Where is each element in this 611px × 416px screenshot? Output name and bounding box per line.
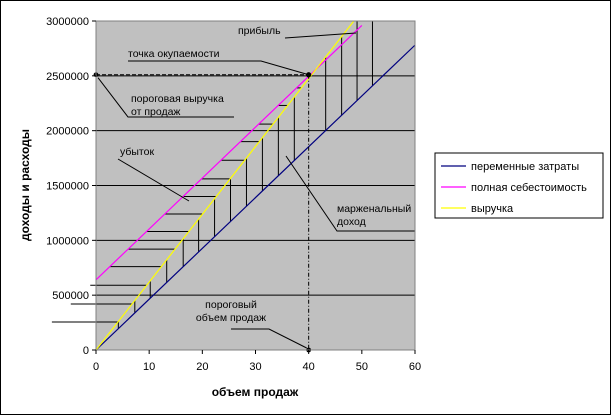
leader-threshold-volume xyxy=(231,328,307,349)
annotation-threshold-volume-line: объем продаж xyxy=(196,312,266,324)
annotation-threshold-revenue-line: пороговая выручка xyxy=(131,93,224,105)
x-tick-label: 30 xyxy=(249,361,261,373)
annotation-threshold-volume: пороговый объем продаж xyxy=(196,299,266,324)
x-tick-label: 40 xyxy=(303,361,315,373)
annotations: прибыль точка окупаемости пороговая выручк… xyxy=(97,25,415,349)
leader-threshold-revenue xyxy=(97,77,234,118)
x-axis-title: объем продаж xyxy=(212,385,299,399)
annotation-profit: прибыль xyxy=(238,25,281,37)
annotation-margin-income-line: доход xyxy=(337,216,366,228)
annotation-profit-line: прибыль xyxy=(238,25,281,37)
x-tick-label: 20 xyxy=(196,361,208,373)
annotation-threshold-revenue-line: от продаж xyxy=(131,106,180,118)
x-tick-label: 50 xyxy=(356,361,368,373)
y-tick-label: 1000000 xyxy=(46,235,89,247)
tick-labels: 0 10 20 30 40 50 60 0 500000 1000000 1500000 200000… xyxy=(46,16,421,373)
y-tick-label: 2000000 xyxy=(46,126,89,138)
x-tick-label: 0 xyxy=(93,361,99,373)
hatching xyxy=(51,21,373,329)
variable-costs-line xyxy=(95,44,416,351)
y-axis-title: доходы и расходы xyxy=(18,129,32,241)
y-tick-label: 0 xyxy=(83,345,89,357)
leader-loss xyxy=(117,158,190,202)
leader-profit xyxy=(284,32,357,39)
annotation-margin-income: марженальный доход xyxy=(337,203,411,228)
leader-margin-income xyxy=(285,155,415,232)
annotation-breakeven-point-line: точка окупаемости xyxy=(128,48,220,60)
y-tick-label: 1500000 xyxy=(46,181,89,193)
annotation-breakeven-point: точка окупаемости xyxy=(128,48,220,60)
annotation-margin-income-line: марженальный xyxy=(337,203,411,215)
annotation-threshold-revenue: пороговая выручка от продаж xyxy=(131,93,224,118)
annotation-loss: убыток xyxy=(120,146,154,158)
legend-box xyxy=(434,152,604,219)
leader-breakeven-point xyxy=(128,60,309,76)
annotation-loss-line: убыток xyxy=(120,146,154,158)
y-tick-label: 3000000 xyxy=(46,16,89,28)
annotation-threshold-volume-line: пороговый xyxy=(205,299,257,311)
legend-label-full-cost: полная себестоимость xyxy=(471,182,587,194)
x-tick-label: 10 xyxy=(143,361,155,373)
x-tick-label: 60 xyxy=(409,361,421,373)
legend-label-variable-costs: переменные затраты xyxy=(471,161,579,173)
y-tick-label: 500000 xyxy=(52,290,89,302)
y-tick-label: 2500000 xyxy=(46,71,89,83)
legend: переменные затраты полная себестоимость … xyxy=(434,152,604,219)
legend-label-revenue: выручка xyxy=(471,203,514,215)
